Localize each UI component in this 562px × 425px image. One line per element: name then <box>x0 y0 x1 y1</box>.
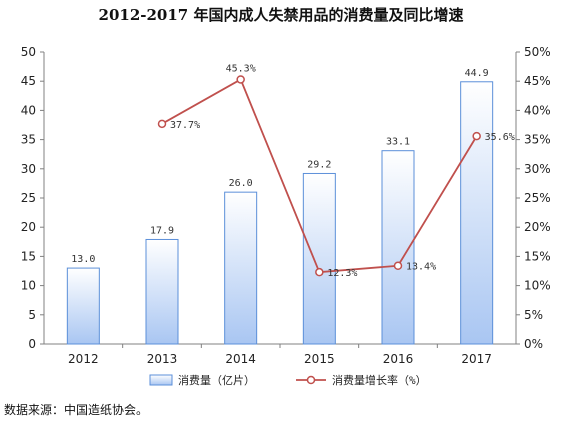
right-y-tick-label: 30% <box>524 162 551 176</box>
legend-bar-swatch <box>149 374 173 386</box>
right-y-tick-label: 25% <box>524 191 551 205</box>
growth-rate-label: 35.6% <box>485 132 515 143</box>
right-y-tick-label: 15% <box>524 249 551 263</box>
chart-title: 2012-2017 年国内成人失禁用品的消费量及同比增速 <box>98 6 464 24</box>
left-y-tick-label: 15 <box>21 249 36 263</box>
x-tick-label: 2015 <box>304 352 335 366</box>
growth-rate-label: 37.7% <box>170 120 200 131</box>
bar-consumption <box>460 81 494 345</box>
bar-value-label: 44.9 <box>465 68 489 79</box>
right-y-tick-label: 35% <box>524 133 551 147</box>
right-y-tick-label: 5% <box>524 308 543 322</box>
legend-line-marker <box>306 375 316 385</box>
x-tick-label: 2016 <box>383 352 414 366</box>
legend-bar-label: 消费量（亿片） <box>178 373 255 387</box>
growth-rate-label: 45.3% <box>226 63 256 74</box>
right-y-tick-label: 10% <box>524 279 551 293</box>
left-y-tick-label: 40 <box>21 103 36 117</box>
data-source-note: 数据来源：中国造纸协会。 <box>4 403 149 417</box>
left-y-tick-label: 20 <box>21 220 36 234</box>
left-y-tick-label: 30 <box>21 162 36 176</box>
right-y-tick-label: 0% <box>524 337 543 351</box>
x-tick-label: 2012 <box>68 352 99 366</box>
growth-rate-point <box>393 261 403 270</box>
bar-consumption <box>66 267 100 345</box>
left-y-tick-label: 25 <box>21 191 36 205</box>
growth-rate-point <box>236 75 245 84</box>
x-tick-label: 2017 <box>461 352 492 366</box>
right-y-tick-label: 40% <box>524 103 551 117</box>
right-y-tick-label: 50% <box>524 45 551 59</box>
bar-consumption <box>224 191 258 345</box>
growth-rate-point <box>472 131 481 141</box>
left-y-tick-label: 45 <box>21 74 36 88</box>
bar-value-label: 13.0 <box>71 254 95 265</box>
x-tick-label: 2014 <box>225 352 256 366</box>
bar-consumption <box>302 172 336 345</box>
legend-line-label: 消费量增长率（%） <box>332 373 427 387</box>
growth-rate-point <box>315 267 324 277</box>
right-y-tick-label: 45% <box>524 74 551 88</box>
left-y-tick-label: 35 <box>21 133 36 147</box>
bar-value-label: 17.9 <box>150 225 174 236</box>
x-tick-label: 2013 <box>147 352 178 366</box>
bar-consumption <box>381 150 415 345</box>
left-y-tick-label: 5 <box>28 308 36 322</box>
bar-value-label: 33.1 <box>386 137 410 148</box>
growth-rate-point <box>157 119 167 129</box>
left-y-tick-label: 10 <box>21 279 36 293</box>
left-y-tick-label: 0 <box>28 337 36 351</box>
bar-consumption <box>145 238 179 345</box>
left-y-tick-label: 50 <box>21 45 36 59</box>
bar-value-label: 29.2 <box>307 159 331 170</box>
growth-rate-label: 13.4% <box>406 262 436 273</box>
right-y-tick-label: 20% <box>524 220 551 234</box>
bar-value-label: 26.0 <box>229 178 253 189</box>
growth-rate-label: 12.3% <box>327 268 357 279</box>
